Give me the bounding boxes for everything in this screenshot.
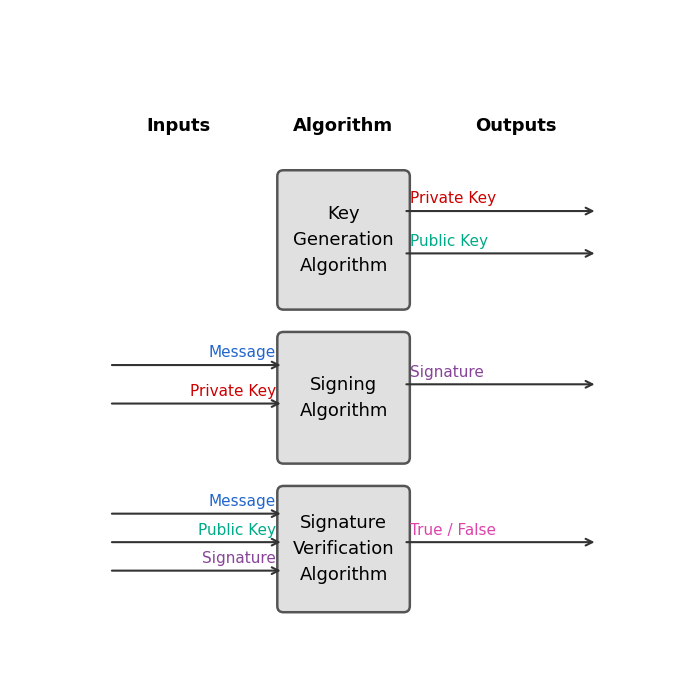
Text: Signature: Signature bbox=[410, 365, 484, 379]
Text: Key
Generation
Algorithm: Key Generation Algorithm bbox=[293, 204, 394, 275]
Text: Algorithm: Algorithm bbox=[293, 118, 393, 135]
Text: Public Key: Public Key bbox=[410, 234, 488, 248]
Text: Signing
Algorithm: Signing Algorithm bbox=[300, 376, 387, 420]
FancyBboxPatch shape bbox=[278, 486, 410, 612]
Text: Message: Message bbox=[208, 345, 275, 361]
FancyBboxPatch shape bbox=[278, 170, 410, 309]
Text: Signature
Verification
Algorithm: Signature Verification Algorithm bbox=[293, 514, 394, 584]
Text: Private Key: Private Key bbox=[190, 384, 275, 399]
Text: True / False: True / False bbox=[410, 522, 496, 538]
Text: Inputs: Inputs bbox=[147, 118, 211, 135]
Text: Message: Message bbox=[208, 494, 275, 509]
Text: Private Key: Private Key bbox=[410, 191, 496, 206]
Text: Outputs: Outputs bbox=[475, 118, 556, 135]
Text: Signature: Signature bbox=[202, 551, 275, 566]
FancyBboxPatch shape bbox=[278, 332, 410, 463]
Text: Public Key: Public Key bbox=[198, 522, 275, 538]
